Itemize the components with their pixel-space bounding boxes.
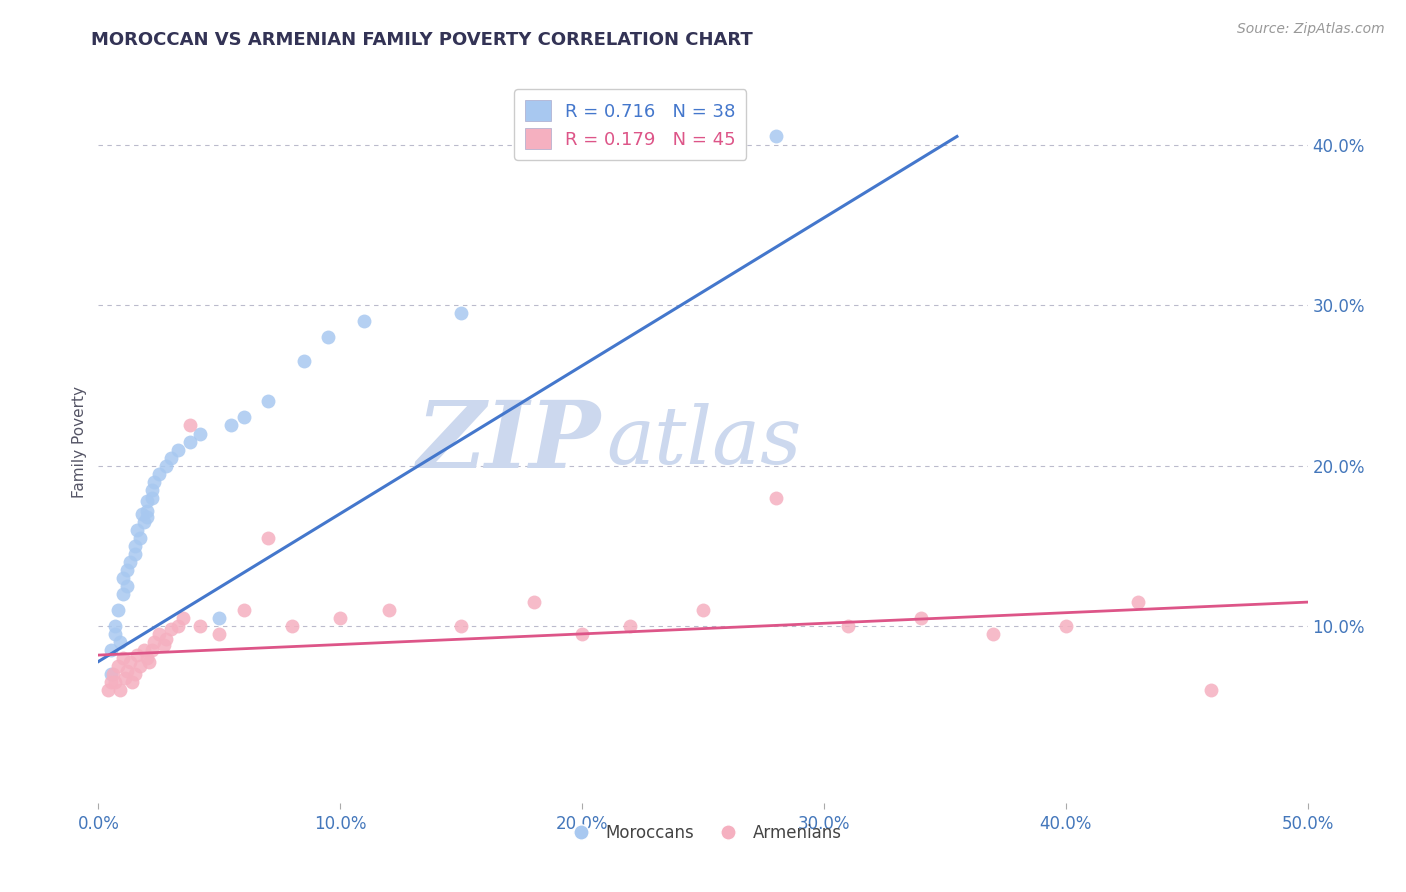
Point bbox=[692, 603, 714, 617]
Point bbox=[765, 129, 787, 144]
Point bbox=[256, 394, 278, 409]
Point bbox=[221, 418, 243, 433]
Point bbox=[100, 643, 122, 657]
Point bbox=[104, 627, 127, 641]
Point bbox=[131, 507, 153, 521]
Point bbox=[128, 531, 150, 545]
Point bbox=[108, 683, 131, 698]
Point bbox=[111, 651, 134, 665]
Point bbox=[160, 623, 183, 637]
Point bbox=[114, 671, 136, 685]
Point bbox=[167, 442, 190, 457]
Text: atlas: atlas bbox=[606, 403, 801, 480]
Point bbox=[910, 611, 932, 625]
Y-axis label: Family Poverty: Family Poverty bbox=[72, 385, 87, 498]
Point bbox=[155, 458, 177, 473]
Point bbox=[208, 627, 231, 641]
Point bbox=[117, 664, 139, 678]
Point bbox=[143, 475, 166, 489]
Point bbox=[256, 531, 278, 545]
Point bbox=[127, 523, 149, 537]
Point bbox=[450, 306, 472, 320]
Point bbox=[111, 571, 134, 585]
Point bbox=[1199, 683, 1222, 698]
Point bbox=[104, 619, 127, 633]
Point bbox=[450, 619, 472, 633]
Point bbox=[148, 467, 170, 481]
Point bbox=[765, 491, 787, 505]
Point bbox=[100, 675, 122, 690]
Point bbox=[118, 655, 141, 669]
Text: ZIP: ZIP bbox=[416, 397, 600, 486]
Point bbox=[121, 675, 143, 690]
Point bbox=[316, 330, 339, 344]
Point bbox=[134, 515, 156, 529]
Point bbox=[141, 491, 163, 505]
Legend: Moroccans, Armenians: Moroccans, Armenians bbox=[557, 817, 849, 848]
Point bbox=[97, 683, 120, 698]
Point bbox=[138, 655, 160, 669]
Point bbox=[179, 418, 201, 433]
Point bbox=[188, 426, 211, 441]
Point bbox=[1054, 619, 1077, 633]
Point bbox=[167, 619, 190, 633]
Point bbox=[134, 643, 156, 657]
Point bbox=[135, 510, 157, 524]
Point bbox=[135, 494, 157, 508]
Point bbox=[837, 619, 859, 633]
Point bbox=[148, 627, 170, 641]
Point bbox=[141, 643, 163, 657]
Point bbox=[135, 651, 157, 665]
Point bbox=[155, 632, 177, 646]
Point bbox=[100, 667, 122, 681]
Point bbox=[232, 410, 254, 425]
Point bbox=[179, 434, 201, 449]
Point bbox=[107, 603, 129, 617]
Point bbox=[353, 314, 375, 328]
Point bbox=[135, 503, 157, 517]
Point bbox=[107, 659, 129, 673]
Point bbox=[117, 563, 139, 577]
Point bbox=[292, 354, 315, 368]
Point bbox=[377, 603, 399, 617]
Point bbox=[108, 635, 131, 649]
Point bbox=[172, 611, 194, 625]
Point bbox=[101, 667, 124, 681]
Point bbox=[117, 579, 139, 593]
Point bbox=[160, 450, 183, 465]
Point bbox=[281, 619, 304, 633]
Point bbox=[329, 611, 352, 625]
Point bbox=[208, 611, 231, 625]
Point bbox=[124, 667, 146, 681]
Text: Source: ZipAtlas.com: Source: ZipAtlas.com bbox=[1237, 22, 1385, 37]
Point bbox=[523, 595, 546, 609]
Point bbox=[118, 555, 141, 569]
Point bbox=[188, 619, 211, 633]
Point bbox=[143, 635, 166, 649]
Point bbox=[127, 648, 149, 662]
Point bbox=[111, 587, 134, 601]
Point bbox=[104, 675, 127, 690]
Point bbox=[571, 627, 593, 641]
Text: MOROCCAN VS ARMENIAN FAMILY POVERTY CORRELATION CHART: MOROCCAN VS ARMENIAN FAMILY POVERTY CORR… bbox=[91, 31, 754, 49]
Point bbox=[124, 539, 146, 553]
Point bbox=[124, 547, 146, 561]
Point bbox=[981, 627, 1004, 641]
Point bbox=[1128, 595, 1150, 609]
Point bbox=[141, 483, 163, 497]
Point bbox=[152, 639, 174, 653]
Point bbox=[232, 603, 254, 617]
Point bbox=[619, 619, 641, 633]
Point bbox=[128, 659, 150, 673]
